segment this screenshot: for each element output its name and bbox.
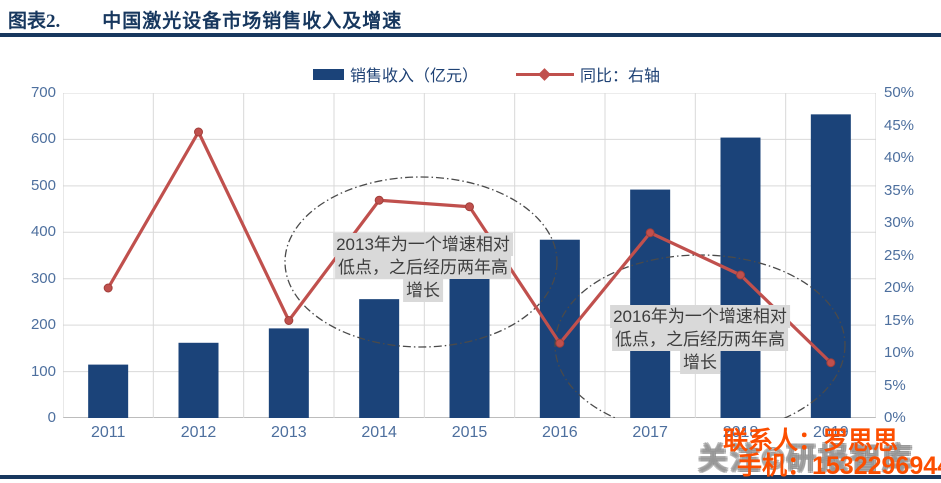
left-axis-tick: 600 <box>30 130 56 148</box>
right-axis-tick: 35% <box>884 181 915 199</box>
bar-2013 <box>268 328 309 418</box>
yoy-marker-2018 <box>736 270 745 280</box>
annotation-ellipse-1 <box>284 176 558 348</box>
legend-label-yoy: 同比：右轴 <box>580 68 661 85</box>
annotation-line: 低点，之后经历两年高 <box>334 256 511 279</box>
yoy-marker-2015 <box>465 202 474 212</box>
page-title: 中国激光设备市场销售收入及增速 <box>102 11 403 32</box>
x-axis-label-2012: 2012 <box>180 424 217 441</box>
right-axis-tick: 40% <box>884 149 915 166</box>
yoy-marker-2014 <box>374 195 384 205</box>
x-axis-label-2015: 2015 <box>451 424 488 441</box>
right-axis-tick: 0% <box>884 409 906 426</box>
left-axis-tick: 700 <box>30 84 56 101</box>
left-axis-tick: 100 <box>30 362 56 380</box>
right-axis-tick: 25% <box>884 246 915 264</box>
left-axis-tick: 300 <box>30 269 56 287</box>
faint-watermark: 关注©研报智库 <box>698 443 915 476</box>
left-axis-tick: 500 <box>30 176 56 194</box>
bar-2011 <box>88 364 129 418</box>
footer-divider <box>0 475 941 479</box>
yoy-marker-2016 <box>555 338 565 348</box>
bar-2012 <box>178 342 219 418</box>
yoy-marker-2011 <box>103 283 113 293</box>
watermark-clipped-fragment: 手机：15322969448 <box>862 478 941 483</box>
right-axis-tick: 10% <box>884 344 915 361</box>
left-axis-tick: 0 <box>47 409 56 426</box>
bar-2019 <box>810 114 851 418</box>
x-axis-label-2014: 2014 <box>361 424 397 441</box>
figure-number-label: 图表2. <box>8 11 61 32</box>
left-axis-tick: 200 <box>30 316 56 334</box>
legend-item-revenue: 销售收入（亿元） <box>313 62 478 86</box>
annotation-line: 2013年为一个增速相对 <box>333 233 513 256</box>
annotation-text-2: 2016年为一个增速相对 低点，之后经历两年高 增长 <box>610 305 790 374</box>
yoy-marker-2017 <box>645 228 655 238</box>
right-axis-tick: 30% <box>884 214 915 231</box>
bar-2014 <box>359 299 400 418</box>
x-axis-label-2013: 2013 <box>271 424 307 441</box>
line-series-swatch-icon <box>516 67 574 81</box>
right-axis-tick: 50% <box>884 84 915 101</box>
watermark-phone-number: 手机：15322969448 <box>737 452 941 480</box>
bar-2017 <box>630 189 671 418</box>
yoy-marker-2012 <box>194 127 203 137</box>
annotation-line: 低点，之后经历两年高 <box>611 328 788 351</box>
bar-series-swatch-icon <box>313 68 344 80</box>
annotation-line: 增长 <box>679 351 720 374</box>
x-axis-label-2019: 2019 <box>813 424 849 441</box>
header-divider <box>0 33 941 37</box>
x-axis-label-2018: 2018 <box>722 424 759 441</box>
x-axis-label-2016: 2016 <box>542 424 578 441</box>
annotation-line: 增长 <box>402 279 443 302</box>
left-axis-tick: 400 <box>30 223 56 241</box>
legend-item-yoy: 同比：右轴 <box>516 62 660 86</box>
chart-header: 图表2. 中国激光设备市场销售收入及增速 <box>8 6 933 33</box>
right-axis-tick: 15% <box>884 311 915 329</box>
bar-2016 <box>539 239 580 418</box>
annotation-line: 2016年为一个增速相对 <box>610 305 790 328</box>
yoy-marker-2013 <box>284 316 294 325</box>
bar-2015 <box>449 272 490 418</box>
watermark-contact-name: 联系人：罗思思 <box>723 427 899 455</box>
right-axis-tick: 45% <box>884 116 915 134</box>
chart-legend: 销售收入（亿元） 同比：右轴 <box>0 58 941 85</box>
legend-label-revenue: 销售收入（亿元） <box>350 68 479 85</box>
annotation-text-1: 2013年为一个增速相对 低点，之后经历两年高 增长 <box>333 233 513 302</box>
x-axis-label-2011: 2011 <box>90 424 126 441</box>
x-axis-label-2017: 2017 <box>632 424 668 441</box>
yoy-marker-2019 <box>826 358 836 368</box>
right-axis-tick: 5% <box>884 376 906 394</box>
right-axis-tick: 20% <box>884 279 915 296</box>
